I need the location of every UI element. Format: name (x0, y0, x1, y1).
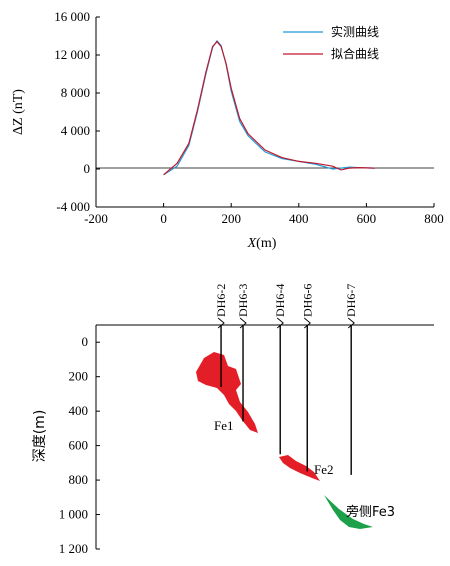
drillhole-marker (239, 317, 247, 329)
y-tick-label: 4 000 (61, 123, 90, 138)
y-tick-label: 16 000 (54, 9, 90, 24)
ore-body-fe3 (324, 495, 373, 529)
series-line-fitted (163, 40, 375, 176)
ore-body-fe3-label: 旁侧Fe3 (346, 504, 395, 520)
ore-body-fe2 (279, 455, 320, 481)
drillhole-label: DH6-3 (236, 284, 250, 317)
drillhole-label: DH6-7 (344, 284, 358, 317)
x-axis-label: X(m) (247, 236, 277, 251)
x-axis-unit: (m) (256, 236, 277, 251)
drillhole-label: DH6-2 (214, 284, 228, 317)
x-tick-label: -200 (84, 211, 108, 226)
ore-body-fe1-label: Fe1 (214, 418, 234, 433)
drillhole-marker (303, 317, 311, 329)
magnetic-profile-chart: -4 000 0 4 000 8 000 12 000 16 000 -200 0 200 40… (11, 9, 444, 251)
y-tick-label: 12 000 (54, 47, 90, 62)
depth-axis-label: 深度(m) (32, 410, 48, 463)
y-axis-label: ΔZ (nT) (11, 89, 26, 135)
depth-tick-label: 200 (69, 369, 89, 384)
legend-label: 实测曲线 (331, 24, 379, 39)
depth-tick-label: 800 (69, 472, 89, 487)
legend-label: 拟合曲线 (331, 46, 379, 61)
depth-tick-label: 0 (82, 334, 89, 349)
x-tick-label: 600 (357, 211, 377, 226)
drillhole-marker (276, 317, 284, 329)
x-tick-label: 800 (424, 211, 444, 226)
depth-tick-label: 600 (69, 438, 89, 453)
geological-section: 0 200 400 600 800 1 000 1 200 深度(m) DH6-2 DH6-3… (32, 284, 434, 556)
drillhole-label: DH6-6 (300, 284, 314, 317)
depth-tick-label: 1 200 (59, 541, 88, 556)
depth-tick-label: 400 (69, 403, 89, 418)
depth-tick-label: 1 000 (59, 507, 88, 522)
drillhole-label: DH6-4 (273, 284, 287, 317)
x-tick-label: 200 (221, 211, 241, 226)
x-axis-variable: X (247, 236, 257, 251)
y-tick-label: 0 (84, 161, 91, 176)
y-tick-label: 8 000 (61, 85, 90, 100)
drillhole-marker (347, 317, 355, 329)
drillhole-marker (217, 317, 225, 329)
x-tick-label: 400 (289, 211, 309, 226)
ore-body-fe2-label: Fe2 (314, 462, 334, 477)
x-tick-label: 0 (160, 211, 167, 226)
y-tick-label: -4 000 (56, 199, 90, 214)
